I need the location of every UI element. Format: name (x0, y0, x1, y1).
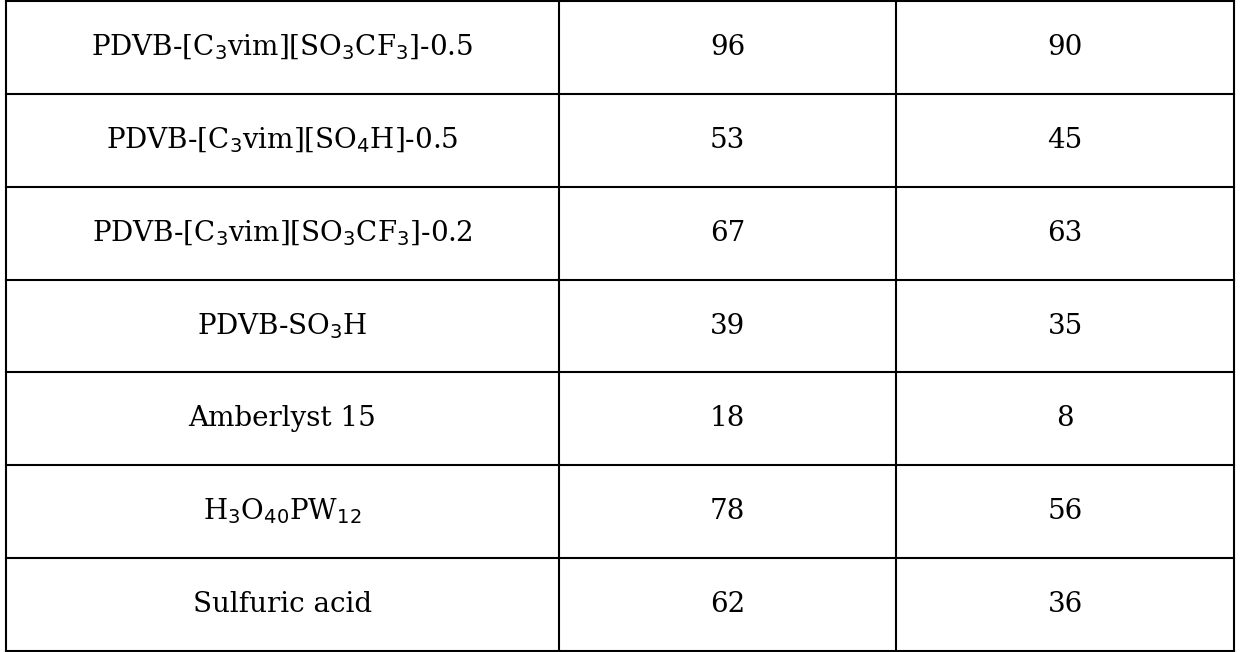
Text: 63: 63 (1048, 220, 1083, 246)
Text: 62: 62 (709, 591, 745, 618)
Text: 45: 45 (1048, 127, 1083, 154)
Text: 56: 56 (1048, 498, 1083, 525)
Text: 39: 39 (709, 312, 745, 340)
Text: 78: 78 (709, 498, 745, 525)
Text: 36: 36 (1048, 591, 1083, 618)
Text: 53: 53 (709, 127, 745, 154)
Text: Sulfuric acid: Sulfuric acid (193, 591, 372, 618)
Text: PDVB-SO$_3$H: PDVB-SO$_3$H (197, 311, 368, 341)
Text: 35: 35 (1048, 312, 1083, 340)
Text: PDVB-[C$_3$vim][SO$_3$CF$_3$]-0.2: PDVB-[C$_3$vim][SO$_3$CF$_3$]-0.2 (92, 218, 472, 248)
Text: Amberlyst 15: Amberlyst 15 (188, 406, 376, 432)
Text: PDVB-[C$_3$vim][SO$_3$CF$_3$]-0.5: PDVB-[C$_3$vim][SO$_3$CF$_3$]-0.5 (92, 33, 474, 63)
Text: H$_3$O$_{40}$PW$_{12}$: H$_3$O$_{40}$PW$_{12}$ (203, 497, 362, 526)
Text: 67: 67 (709, 220, 745, 246)
Text: 18: 18 (709, 406, 745, 432)
Text: PDVB-[C$_3$vim][SO$_4$H]-0.5: PDVB-[C$_3$vim][SO$_4$H]-0.5 (107, 126, 459, 155)
Text: 96: 96 (709, 34, 745, 61)
Text: 90: 90 (1048, 34, 1083, 61)
Text: 8: 8 (1056, 406, 1074, 432)
